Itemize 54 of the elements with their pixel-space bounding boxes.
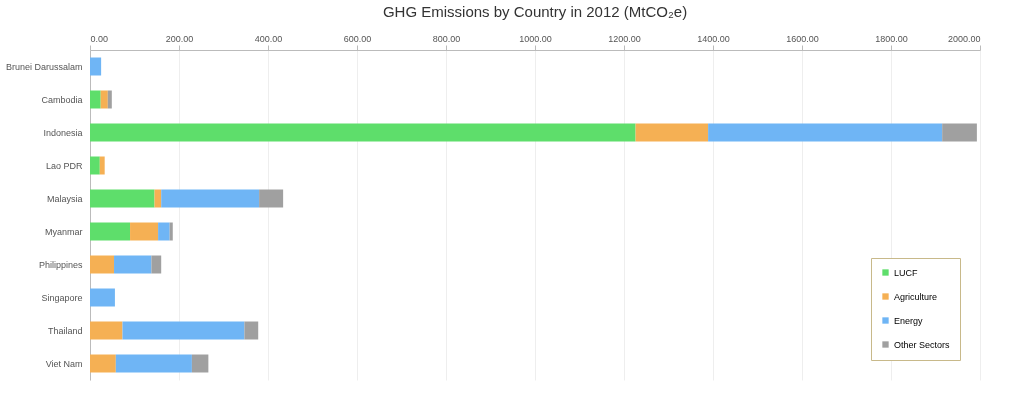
y-tick-label: Cambodia <box>41 94 83 105</box>
bar <box>635 123 709 142</box>
bar <box>90 222 131 241</box>
bar <box>90 123 636 142</box>
bar <box>90 57 102 76</box>
y-tick-label: Philippines <box>38 259 83 270</box>
bar <box>99 156 105 175</box>
bar <box>100 90 108 109</box>
bar <box>114 255 152 274</box>
x-tick-label: 1000.00 <box>519 33 552 44</box>
y-tick-label: Viet Nam <box>45 358 83 369</box>
bar <box>90 354 116 373</box>
x-tick-label: 400.00 <box>254 33 283 44</box>
legend-label: Agriculture <box>894 291 938 302</box>
x-tick-label: 2000.00 <box>947 33 981 44</box>
chart-title: GHG Emissions by Country in 2012 (MtCO₂e) <box>382 3 688 20</box>
bar <box>90 189 155 208</box>
x-tick-label: 600.00 <box>343 33 372 44</box>
x-tick-label: 0.00 <box>90 33 109 44</box>
bar <box>154 189 162 208</box>
bar <box>169 222 173 241</box>
y-tick-label: Brunei Darussalam <box>5 61 83 72</box>
legend-label: Other Sectors <box>894 339 951 350</box>
bar <box>90 156 100 175</box>
bar <box>259 189 284 208</box>
bar <box>191 354 209 373</box>
bar <box>90 321 123 340</box>
y-tick-label: Lao PDR <box>45 160 83 171</box>
x-tick-label: 800.00 <box>432 33 461 44</box>
x-tick-label: 1200.00 <box>608 33 641 44</box>
bar <box>151 255 162 274</box>
legend-label: Energy <box>894 315 924 326</box>
x-tick-label: 1600.00 <box>786 33 819 44</box>
bar <box>158 222 170 241</box>
bar <box>90 255 115 274</box>
x-tick-label: 1400.00 <box>697 33 730 44</box>
bar <box>122 321 245 340</box>
y-tick-label: Singapore <box>41 292 83 303</box>
bar <box>161 189 260 208</box>
x-tick-label: 1800.00 <box>875 33 908 44</box>
x-tick-label: 200.00 <box>165 33 194 44</box>
bar <box>244 321 259 340</box>
y-tick-label: Indonesia <box>43 127 83 138</box>
bar <box>130 222 159 241</box>
bar <box>942 123 977 142</box>
bar <box>708 123 943 142</box>
y-tick-label: Malaysia <box>46 193 83 204</box>
bar <box>115 354 192 373</box>
y-tick-label: Thailand <box>47 325 83 336</box>
bar <box>107 90 112 109</box>
bar <box>90 288 115 307</box>
y-tick-label: Myanmar <box>44 226 83 237</box>
bar <box>90 90 101 109</box>
legend-label: LUCF <box>894 267 918 278</box>
